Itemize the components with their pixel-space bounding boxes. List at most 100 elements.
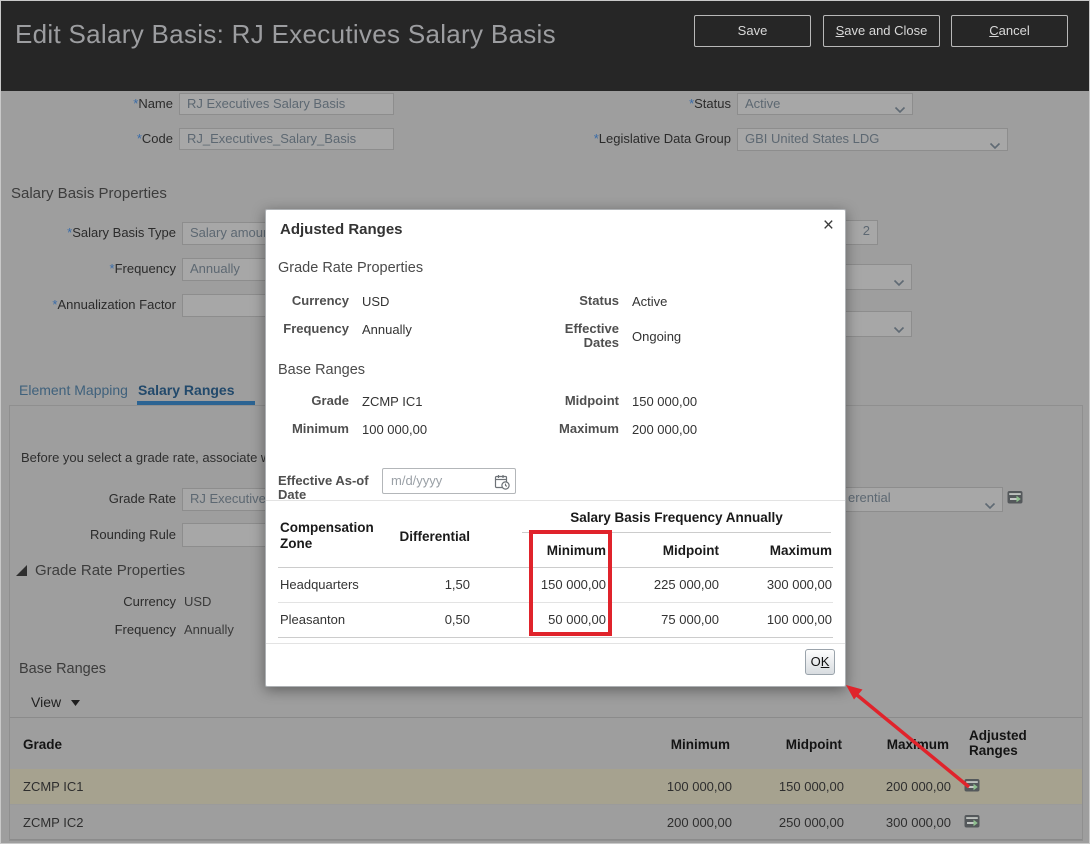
cancel-accesskey: C xyxy=(989,23,999,38)
dialog-currency-value: USD xyxy=(362,294,390,309)
annualization-factor-label: *Annualization Factor xyxy=(52,297,176,312)
status-label: *Status xyxy=(689,96,731,111)
dialog-grade-rate-properties-heading: Grade Rate Properties xyxy=(278,260,424,276)
group-header-salary-basis-frequency: Salary Basis Frequency Annually xyxy=(570,510,783,525)
dialog-midpoint-label: Midpoint xyxy=(564,393,619,408)
save-button[interactable]: Save xyxy=(694,15,811,47)
date-picker-icon[interactable] xyxy=(494,474,510,495)
dialog-maximum-label: Maximum xyxy=(559,421,619,436)
required-marker: * xyxy=(67,225,73,240)
dialog-midpoint-value: 150 000,00 xyxy=(632,394,698,409)
column-header-maximum: Maximum xyxy=(769,543,832,558)
dialog-minimum-label: Minimum xyxy=(291,421,349,436)
table-bottom-divider xyxy=(278,637,833,638)
code-label: *Code xyxy=(136,131,173,146)
tab-element-mapping[interactable]: Element Mapping xyxy=(19,382,128,398)
save-and-close-button[interactable]: Save and Close xyxy=(823,15,940,47)
caret-down-icon xyxy=(70,693,80,709)
view-menu-button[interactable]: View xyxy=(31,693,80,710)
page-title: Edit Salary Basis: RJ Executives Salary … xyxy=(15,19,556,49)
frequency-ro-label: Frequency xyxy=(114,622,176,637)
zone-cell: Pleasanton xyxy=(280,612,346,627)
chevron-down-icon xyxy=(989,136,1001,151)
column-header-grade: Grade xyxy=(23,737,63,752)
adjusted-ranges-icon[interactable] xyxy=(1007,490,1024,510)
grade-rate-intro-text: Before you select a grade rate, associat… xyxy=(21,450,285,465)
midpoint-cell: 250 000,00 xyxy=(778,815,844,830)
differential-cell: 0,50 xyxy=(444,612,470,627)
table-row[interactable]: ZCMP IC2 200 000,00 250 000,00 300 000,0… xyxy=(10,804,1082,840)
disclosure-triangle-icon[interactable] xyxy=(15,564,28,582)
dialog-base-ranges-heading: Base Ranges xyxy=(278,362,366,378)
maximum-cell: 300 000,00 xyxy=(766,577,832,592)
rounding-rule-label: Rounding Rule xyxy=(89,527,176,542)
grade-cell: ZCMP IC2 xyxy=(23,815,84,830)
dialog-title: Adjusted Ranges xyxy=(280,221,403,238)
adjusted-ranges-icon[interactable] xyxy=(964,814,981,834)
column-header-minimum: Minimum xyxy=(670,737,730,752)
minimum-cell: 100 000,00 xyxy=(666,779,732,794)
maximum-cell: 300 000,00 xyxy=(885,815,951,830)
dialog-grade-value: ZCMP IC1 xyxy=(362,394,423,409)
chevron-down-icon xyxy=(894,100,906,114)
minimum-cell: 50 000,00 xyxy=(548,612,606,627)
ok-button-label: O xyxy=(810,654,821,669)
currency-label: Currency xyxy=(123,594,176,609)
grade-rate-label: Grade Rate xyxy=(108,491,176,506)
column-header-midpoint: Midpoint xyxy=(662,543,719,558)
cancel-button[interactable]: Cancel xyxy=(951,15,1068,47)
grade-cell: ZCMP IC1 xyxy=(23,779,84,794)
view-menu-label: View xyxy=(31,694,62,710)
status-select[interactable]: Active xyxy=(737,93,913,115)
cancel-label: ancel xyxy=(998,23,1030,38)
legislative-data-group-label: *Legislative Data Group xyxy=(593,131,731,146)
midpoint-cell: 75 000,00 xyxy=(661,612,719,627)
effective-as-of-date-input[interactable]: m/d/yyyy xyxy=(382,468,516,494)
close-icon[interactable]: × xyxy=(822,215,834,236)
column-header-minimum: Minimum xyxy=(546,543,606,558)
dialog-separator xyxy=(266,500,845,501)
chevron-down-icon xyxy=(893,273,905,289)
chevron-down-icon xyxy=(893,320,905,336)
frequency-label: *Frequency xyxy=(109,261,176,276)
adjusted-ranges-icon[interactable] xyxy=(964,778,981,798)
differential-cell: 1,50 xyxy=(444,577,470,592)
save-and-close-label: ave and Close xyxy=(844,23,928,38)
dialog-frequency-label: Frequency xyxy=(283,321,349,336)
dialog-minimum-value: 100 000,00 xyxy=(362,422,428,437)
legislative-data-group-value: GBI United States LDG xyxy=(745,131,880,146)
maximum-cell: 100 000,00 xyxy=(766,612,832,627)
dialog-status-label: Status xyxy=(579,293,619,308)
ok-button-accesskey: K xyxy=(820,654,830,669)
ok-button[interactable]: OK xyxy=(805,649,835,675)
annotation-arrow xyxy=(846,685,971,789)
partial-differential-select[interactable]: erential xyxy=(841,487,1003,512)
active-tab-underline xyxy=(137,401,255,405)
required-marker: * xyxy=(689,96,695,111)
date-placeholder: m/d/yyyy xyxy=(391,473,443,488)
legislative-data-group-select[interactable]: GBI United States LDG xyxy=(737,128,1008,151)
required-marker: * xyxy=(133,96,139,111)
column-header-differential: Differential xyxy=(399,529,470,544)
name-label: *Name xyxy=(133,96,173,111)
required-marker: * xyxy=(593,131,599,146)
status-value: Active xyxy=(745,96,781,111)
table-header-divider xyxy=(278,567,833,568)
save-and-close-accesskey: S xyxy=(835,23,845,38)
column-header-midpoint: Midpoint xyxy=(785,737,842,752)
midpoint-cell: 150 000,00 xyxy=(778,779,844,794)
column-header-compensation-zone: Compensation Zone xyxy=(280,520,374,551)
zone-cell: Headquarters xyxy=(280,577,359,592)
code-input[interactable]: RJ_Executives_Salary_Basis xyxy=(179,128,394,150)
tab-salary-ranges[interactable]: Salary Ranges xyxy=(138,382,235,398)
required-marker: * xyxy=(136,131,142,146)
name-input[interactable]: RJ Executives Salary Basis xyxy=(179,93,394,115)
effective-as-of-date-label: Effective As-of Date xyxy=(278,473,369,502)
grade-rate-properties-heading: Grade Rate Properties xyxy=(35,562,186,579)
dialog-currency-label: Currency xyxy=(291,293,349,308)
dialog-footer-divider xyxy=(266,643,845,644)
partial-differential-value: erential xyxy=(848,490,891,505)
table-top-divider xyxy=(10,717,1082,718)
table-row[interactable]: ZCMP IC1 100 000,00 150 000,00 200 000,0… xyxy=(10,769,1082,804)
